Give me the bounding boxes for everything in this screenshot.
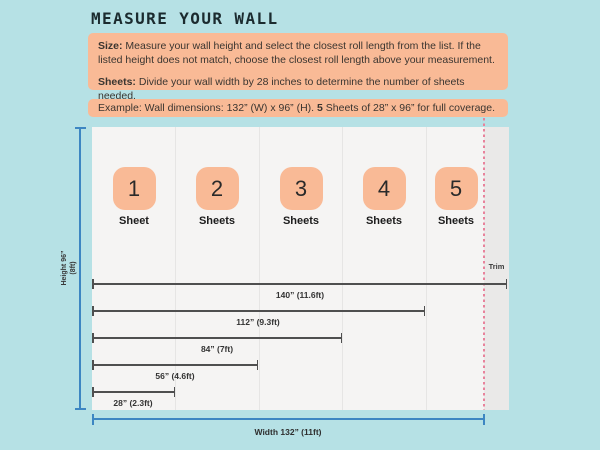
page-title: MEASURE YOUR WALL [91,9,279,28]
example-box: Example: Wall dimensions: 132” (W) x 96”… [88,99,508,117]
roll-length-label-140: 140” (11.6ft) [275,290,325,300]
roll-length-label-56: 56” (4.6ft) [155,371,195,381]
roll-length-line-28 [92,387,175,396]
sheet-count-label: Sheets [437,215,475,227]
height-label-feet: (8ft) [70,261,77,275]
height-measure-line [74,127,86,410]
sheet-badge-5: 5 Sheets [424,167,488,227]
roll-length-line-56 [92,360,258,369]
height-label-value: Height 96” [61,250,68,286]
sheet-number-square: 3 [279,167,323,210]
sheet-count-label: Sheets [198,215,236,227]
trim-zone [484,127,509,410]
width-measure-label: Width 132” (11ft) [254,427,322,437]
sheet-number-square: 4 [362,167,406,210]
roll-length-label-28: 28” (2.3ft) [113,398,153,408]
sheet-count-label: Sheets [282,215,320,227]
example-suffix: Sheets of 28” x 96” for full coverage. [322,102,496,114]
sheets-instruction: Sheets: Divide your wall width by 28 inc… [98,76,498,103]
size-text: Measure your wall height and select the … [98,40,495,66]
size-label: Size: [98,40,123,52]
sheets-label: Sheets: [98,76,136,88]
sheet-count-label: Sheets [365,215,403,227]
sheet-divider-line [342,127,343,410]
sheet-number-square: 5 [434,167,478,210]
roll-length-line-112 [92,306,425,315]
roll-length-line-84 [92,333,342,342]
sheet-number-square: 1 [112,167,156,210]
sheet-divider-line [259,127,260,410]
sheet-divider-line [426,127,427,410]
sheet-count-label: Sheet [119,215,149,227]
height-measure-label: Height 96” (8ft) [60,238,80,298]
roll-length-label-84: 84” (7ft) [200,344,234,354]
roll-length-line-140 [92,279,507,288]
sheet-badge-3: 3 Sheets [269,167,333,227]
example-sheet-count: 5 [317,102,323,114]
sheet-badge-1: 1 Sheet [102,167,166,227]
sheets-text: Divide your wall width by 28 inches to d… [98,76,465,102]
trim-label: Trim [488,262,505,271]
sheet-number-square: 2 [195,167,239,210]
roll-length-label-112: 112” (9.3ft) [236,317,280,327]
sheet-divider-line [175,127,176,410]
size-instruction: Size: Measure your wall height and selec… [98,40,498,67]
instructions-box: Size: Measure your wall height and selec… [88,33,508,102]
trim-cut-dashed-line [483,118,485,410]
sheet-badge-4: 4 Sheets [352,167,416,227]
sheet-badge-2: 2 Sheets [185,167,249,227]
width-measure-line [92,413,485,425]
example-prefix: Example: Wall dimensions: 132” (W) x 96”… [98,102,317,114]
